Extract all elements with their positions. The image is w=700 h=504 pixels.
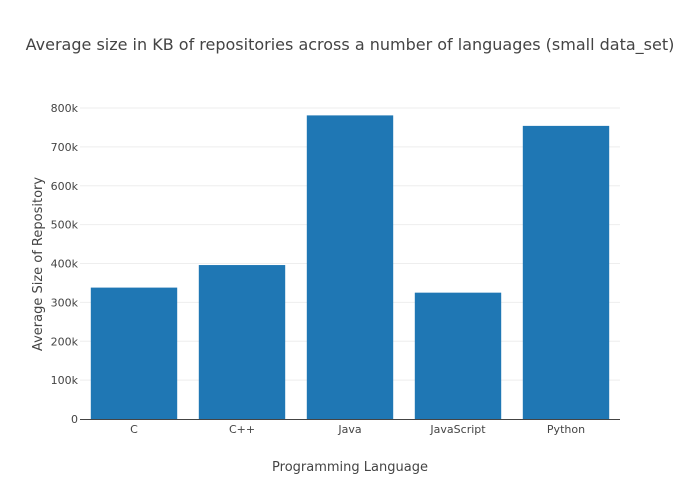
- bar[interactable]: [306, 115, 394, 419]
- bar[interactable]: [414, 292, 502, 419]
- y-tick-label: 800k: [51, 102, 79, 115]
- x-tick-label: C++: [229, 423, 255, 436]
- y-tick-label: 600k: [51, 180, 79, 193]
- x-tick-label: C: [130, 423, 138, 436]
- bar[interactable]: [90, 287, 178, 419]
- y-tick-label: 300k: [51, 296, 79, 309]
- x-tick-label: Java: [337, 423, 361, 436]
- chart-title: Average size in KB of repositories acros…: [26, 35, 675, 55]
- y-axis-ticks: 0 100k 200k 300k 400k 500k 600k 700k 800k: [51, 102, 79, 426]
- y-tick-label: 100k: [51, 374, 79, 387]
- y-axis-title: Average Size of Repository: [31, 177, 46, 351]
- bar[interactable]: [198, 265, 286, 419]
- y-tick-label: 700k: [51, 141, 79, 154]
- x-axis-title: Programming Language: [272, 460, 428, 475]
- y-tick-label: 500k: [51, 219, 79, 232]
- x-tick-label: Python: [547, 423, 585, 436]
- y-tick-label: 400k: [51, 258, 79, 271]
- y-tick-label: 200k: [51, 335, 79, 348]
- bars: [90, 115, 610, 419]
- y-tick-label: 0: [71, 413, 78, 426]
- bar[interactable]: [522, 125, 610, 419]
- x-tick-label: JavaScript: [429, 423, 486, 436]
- x-axis-ticks: C C++ Java JavaScript Python: [130, 423, 585, 436]
